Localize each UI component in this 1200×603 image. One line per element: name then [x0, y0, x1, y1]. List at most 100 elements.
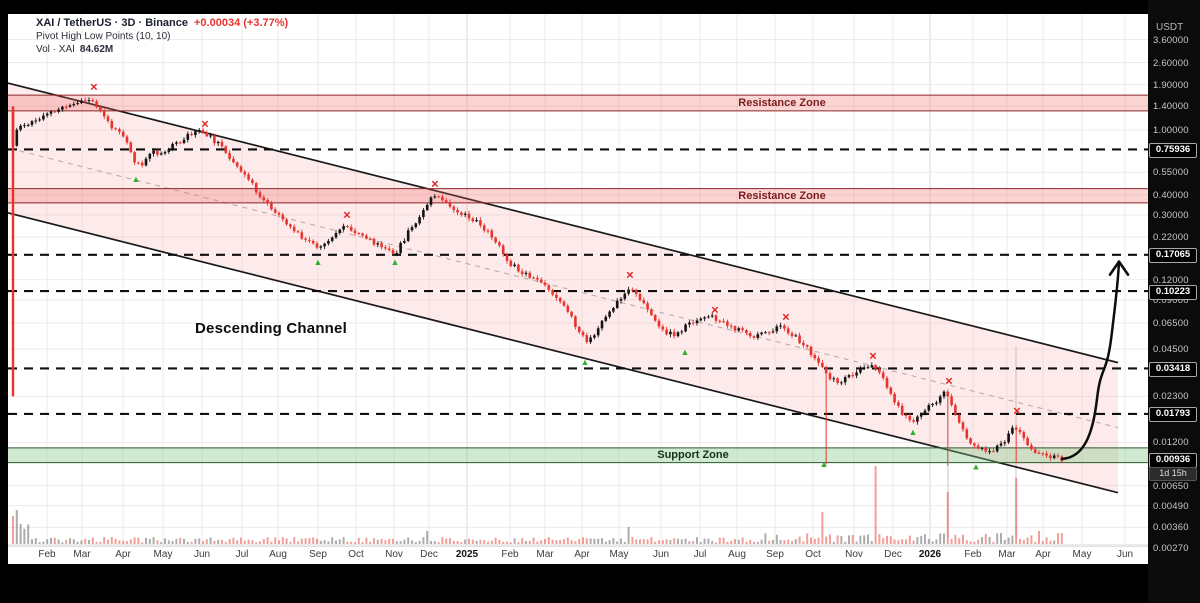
volume-bar [745, 541, 748, 544]
channel-midline[interactable] [0, 146, 1119, 429]
candle-body [517, 264, 520, 272]
volume-bar [99, 541, 102, 544]
volume-bar [859, 535, 862, 544]
candle-body [965, 429, 969, 439]
resistance-zone-label[interactable]: Resistance Zone [738, 189, 826, 202]
last-price-badge: 0.00936 [1149, 453, 1197, 469]
candle-body [342, 226, 345, 230]
volume-bar [145, 537, 147, 544]
volume-bar [198, 538, 201, 544]
volume-bar [129, 539, 132, 544]
candle-body [395, 253, 399, 255]
price-change: +0.00034 (+3.77%) [194, 17, 289, 29]
candle-body [315, 243, 319, 248]
candle-body [919, 413, 923, 417]
channel-annotation[interactable]: Descending Channel [195, 320, 347, 337]
candle-body [756, 334, 760, 338]
candle-body [733, 326, 737, 331]
candle-body [11, 112, 15, 146]
price-tick-label: 0.55000 [1153, 167, 1189, 179]
channel-upper-line[interactable] [0, 81, 1119, 364]
candle-body [486, 230, 490, 232]
volume-bar [608, 540, 611, 544]
symbol-title[interactable]: XAI / TetherUS · 3D · Binance +0.00034 (+… [36, 17, 288, 29]
candle-body [805, 345, 809, 347]
volume-bar [1019, 538, 1021, 544]
candle-body [456, 209, 459, 213]
candle-body [642, 300, 646, 304]
time-axis-label: Oct [805, 549, 821, 560]
candle-body [748, 333, 752, 337]
time-axis[interactable]: Feb Mar Apr May Jun Jul Aug Sep Oct Nov Dec 2025 Feb… [8, 546, 1148, 564]
resistance-zone[interactable] [8, 95, 1148, 111]
candle-body [691, 322, 695, 324]
candle-body [1018, 429, 1022, 433]
volume-readout[interactable]: Vol · XAI 84.62M [36, 44, 288, 55]
candle-body [851, 375, 855, 377]
volume-bar [331, 537, 334, 544]
volume-bar [791, 541, 793, 544]
time-axis-label: Feb [38, 549, 56, 560]
candle-body [1052, 455, 1056, 459]
volume-bar [122, 540, 125, 544]
candle-body [714, 315, 718, 321]
volume-bar [684, 538, 687, 544]
volume-bar [1049, 540, 1052, 544]
candle-body [623, 293, 627, 299]
support-zone-label[interactable]: Support Zone [657, 449, 729, 462]
resistance-zone-label[interactable]: Resistance Zone [738, 96, 826, 109]
candle-body [262, 197, 266, 201]
candle-body [414, 223, 418, 228]
candle-body [760, 332, 763, 335]
candle-body [433, 196, 437, 198]
volume-bar [620, 538, 622, 544]
candle-body [460, 212, 463, 215]
volume-bar [445, 538, 448, 544]
volume-bar [726, 541, 729, 544]
price-axis[interactable]: USDT 3.60000 2.60000 1.90000 1.40000 1.00000… [1148, 0, 1200, 603]
volume-bar [783, 540, 786, 544]
price-level-badge: 0.17065 [1149, 248, 1197, 264]
volume-bar [707, 538, 710, 544]
candle-body [1033, 449, 1037, 453]
support-zone[interactable] [8, 447, 1148, 463]
volume-bar [1041, 541, 1044, 544]
pivot-low-marker: ▲ [820, 459, 829, 469]
volume-bar [304, 538, 307, 544]
pivot-high-marker: ✕ [343, 210, 351, 221]
volume-bar [1022, 539, 1025, 544]
volume-bar [171, 541, 174, 544]
trend-arrow[interactable] [1060, 260, 1121, 461]
resistance-zone[interactable] [8, 188, 1148, 203]
volume-bar [844, 541, 847, 544]
candle-body [912, 420, 915, 422]
trend-arrow-head[interactable] [1108, 260, 1130, 276]
candle-body [391, 250, 395, 254]
volume-bar [711, 540, 714, 544]
candle-body [384, 247, 387, 249]
candle-body [110, 121, 114, 129]
time-axis-label: Sep [309, 549, 327, 560]
volume-bar [475, 540, 478, 544]
candle-body [239, 166, 243, 172]
volume-bar [563, 539, 565, 544]
volume-bar [103, 537, 106, 544]
candle-body [213, 135, 216, 144]
volume-bar [137, 537, 140, 544]
volume-bar [646, 539, 649, 544]
volume-bar [821, 512, 824, 544]
volume-bar [525, 540, 527, 544]
volume-bar [411, 540, 413, 544]
candle-body [680, 331, 684, 333]
volume-bar [639, 539, 641, 544]
time-axis-label: Jul [693, 549, 707, 560]
indicator-name[interactable]: Pivot High Low Points (10, 10) [36, 31, 171, 42]
volume-bar [141, 542, 144, 544]
candle-body [874, 365, 877, 369]
volume-bar [433, 541, 436, 544]
channel-lower-line[interactable] [0, 211, 1119, 494]
candle-body [897, 402, 900, 406]
candle-body [775, 326, 779, 332]
volume-bar [118, 540, 121, 544]
